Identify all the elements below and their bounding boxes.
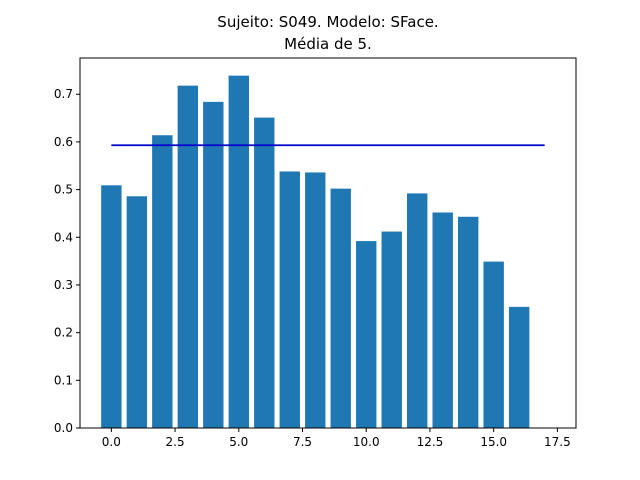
bar-11: [381, 231, 402, 428]
bar-6: [254, 117, 275, 428]
x-tick-label: 0.0: [102, 435, 121, 449]
bar-14: [457, 216, 479, 428]
bar-10: [356, 241, 377, 428]
x-tick-label: 17.5: [544, 435, 571, 449]
y-tick-label: 0.3: [54, 278, 73, 292]
bar-3: [177, 85, 199, 429]
chart-title: Sujeito: S049. Modelo: SFace.: [217, 13, 438, 31]
bar-16: [508, 306, 530, 428]
x-tick-label: 15.0: [480, 435, 507, 449]
y-tick-label: 0.0: [54, 421, 73, 435]
bar-15: [483, 261, 504, 428]
y-tick-label: 0.5: [54, 183, 73, 197]
y-tick-label: 0.4: [54, 230, 73, 244]
bar-5: [228, 75, 249, 428]
x-tick-label: 7.5: [293, 435, 312, 449]
bar-2: [152, 135, 173, 429]
bar-13: [432, 212, 453, 428]
bar-9: [330, 188, 351, 428]
y-tick-label: 0.1: [54, 373, 73, 387]
x-tick-label: 12.5: [417, 435, 444, 449]
x-tick-label: 2.5: [166, 435, 185, 449]
bar-8: [305, 172, 326, 428]
y-tick-label: 0.7: [54, 87, 73, 101]
y-tick-label: 0.6: [54, 135, 73, 149]
bar-1: [126, 196, 148, 428]
axes-group: 0.0 2.5 5.0 7.5 10.0 12.5 15.0 17.5 0.0 0.1 0.2 0.3…: [54, 57, 577, 449]
y-tick-label: 0.2: [54, 326, 73, 340]
bar-4: [203, 101, 224, 429]
chart-subtitle: Média de 5.: [284, 35, 372, 53]
bar-12: [407, 193, 428, 428]
x-tick-label: 10.0: [353, 435, 380, 449]
bar-0: [101, 185, 122, 428]
x-tick-label: 5.0: [229, 435, 248, 449]
bar-7: [279, 171, 300, 429]
bars-group: [101, 75, 530, 429]
plot-frame: [79, 57, 577, 429]
